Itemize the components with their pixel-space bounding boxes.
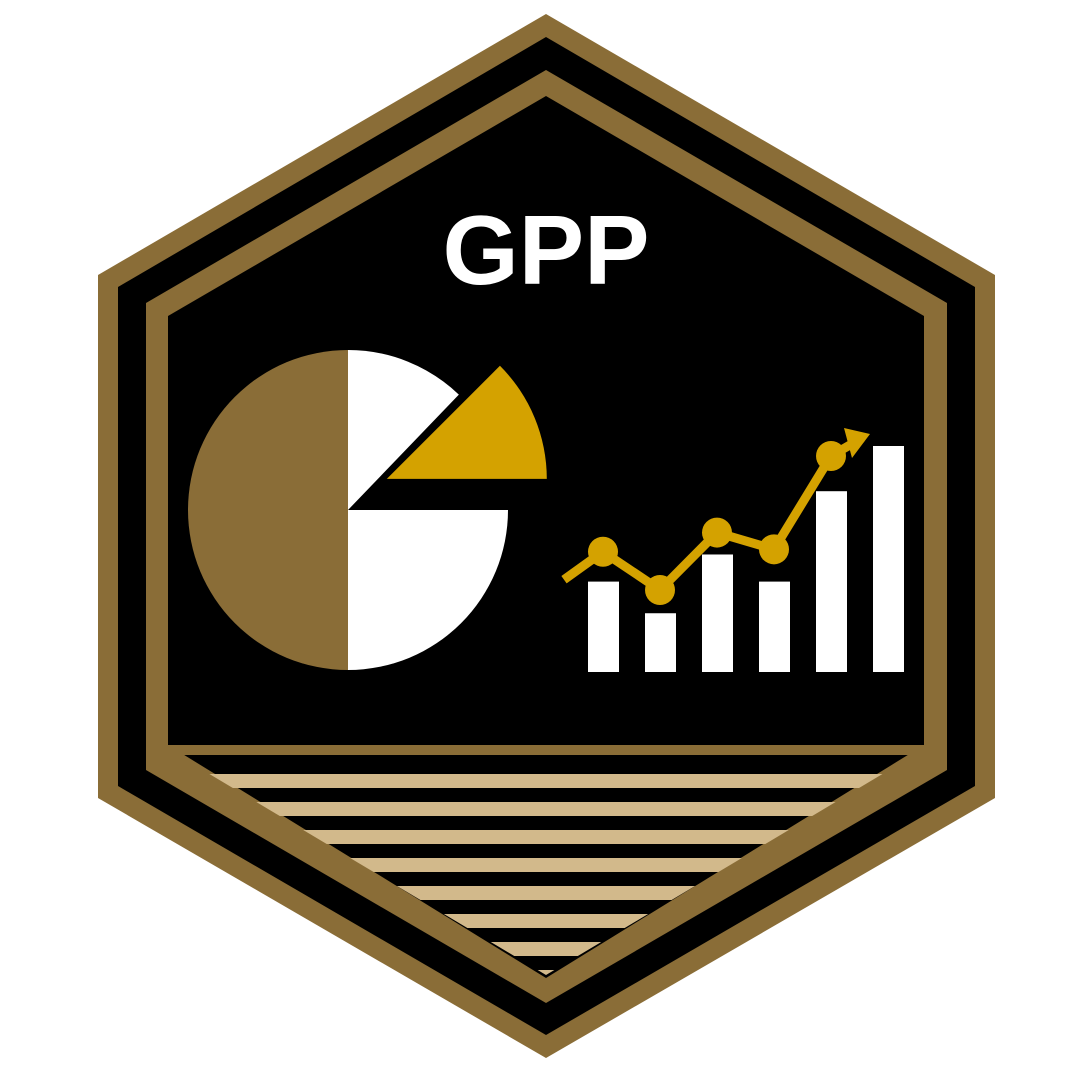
pie-slice-gold-exploded (386, 365, 547, 479)
badge-title: GPP (443, 195, 650, 305)
bar-mark (588, 581, 619, 672)
stripe-band (186, 942, 906, 956)
trend-point (759, 534, 789, 565)
bar-mark (645, 613, 676, 672)
bar-mark (759, 581, 790, 672)
stripe-band (186, 830, 906, 844)
trend-point (588, 536, 618, 567)
bar-trend-icon (588, 446, 904, 672)
bar-mark (702, 554, 733, 672)
trend-point (645, 575, 675, 605)
bar-mark (816, 491, 847, 672)
trend-point (816, 441, 846, 471)
pie-slice-white-upper (348, 350, 459, 510)
trend-arrow-head-icon (844, 428, 870, 458)
pie-slice-bronze-half (188, 350, 348, 670)
stripe-band (186, 774, 906, 788)
trend-point (702, 517, 732, 548)
stripe-band (186, 802, 906, 816)
pie-chart-icon (188, 350, 547, 670)
hex-inner-black-panel (168, 96, 924, 978)
trend-line-icon (561, 428, 870, 605)
stripe-band (186, 914, 906, 928)
stripe-band (186, 970, 906, 975)
pie-slice-white-lower (348, 510, 508, 670)
bar-mark (873, 446, 904, 672)
